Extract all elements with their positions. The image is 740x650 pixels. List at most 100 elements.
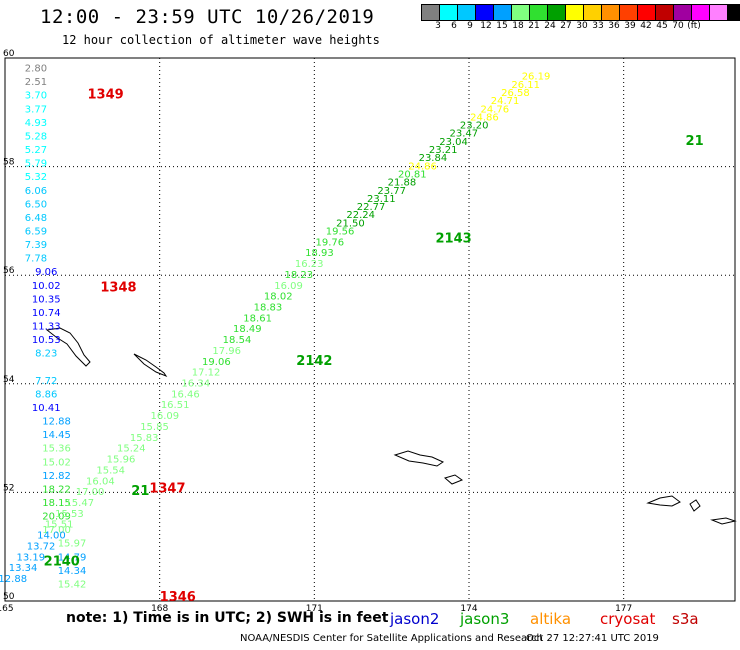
value-label: 5.28 [25, 131, 47, 142]
legend-jason3: jason3 [460, 610, 510, 628]
value-label: 18.15 [42, 498, 71, 509]
legend-label: 42 [640, 21, 652, 31]
value-label: 6.59 [25, 226, 47, 237]
coast-island-aleutian-a [393, 450, 445, 467]
legend-label: 6 [451, 21, 457, 31]
coast-island-small [133, 353, 168, 378]
value-label: 2.80 [25, 64, 47, 75]
legend-label: 9 [467, 21, 473, 31]
value-label: 6.06 [25, 186, 47, 197]
coastlines [45, 327, 737, 525]
value-label: 23.04 [439, 137, 468, 148]
value-label: 23.11 [367, 194, 396, 205]
value-label: 10.41 [32, 403, 61, 414]
wave-height-values: 2.80 2.51 3.70 3.77 4.93 5.28 5.27 5.79 5.32 6.06… [0, 64, 550, 591]
legend-label: 27 [560, 21, 572, 31]
legend-label: 3 [435, 21, 441, 31]
value-label: 13.34 [9, 563, 38, 574]
value-label: 2.51 [25, 77, 47, 88]
legend-swatch [727, 4, 740, 21]
value-label: 17.00 [42, 525, 71, 536]
value-label: 21.50 [336, 218, 365, 229]
coast-island-aleutian-e [710, 517, 737, 525]
coast-island-aleutian-d [689, 499, 701, 512]
value-label: 13.72 [27, 541, 56, 552]
chart-title: 12:00 - 23:59 UTC 10/26/2019 [40, 6, 375, 28]
legend-label: (ft) [687, 21, 701, 31]
value-label: 17.00 [76, 487, 105, 498]
value-label: 15.85 [140, 422, 169, 433]
credit-line: NOAA/NESDIS Center for Satellite Applica… [240, 633, 543, 644]
legend-cryosat: cryosat [600, 610, 656, 628]
value-label: 6.48 [25, 213, 47, 224]
value-label: 4.93 [25, 118, 47, 129]
value-label: 15.51 [45, 520, 74, 531]
tick-lon-177: 177 [615, 604, 632, 614]
legend-label: 15 [496, 21, 508, 31]
value-label: 6.50 [25, 199, 47, 210]
color-legend [421, 4, 740, 21]
value-label: 14.79 [58, 552, 87, 563]
value-label: 12.88 [42, 417, 71, 428]
value-label: 19.76 [315, 237, 344, 248]
value-label: 18.49 [233, 324, 262, 335]
legend-label: 45 [656, 21, 668, 31]
value-label: 15.97 [58, 539, 87, 550]
value-label: 16.34 [181, 379, 210, 390]
value-label: 18.93 [305, 248, 334, 259]
track-label: 1349 [87, 88, 123, 103]
track-label: 2142 [296, 354, 332, 369]
value-label: 14.34 [58, 566, 87, 577]
legend-label: 21 [528, 21, 540, 31]
value-label: 20.81 [398, 169, 427, 180]
value-label: 21.88 [388, 178, 417, 189]
value-label: 7.39 [25, 240, 47, 251]
value-label: 23.20 [460, 121, 489, 132]
value-label: 10.53 [32, 335, 61, 346]
value-label: 15.36 [42, 444, 71, 455]
value-label: 14.00 [37, 531, 66, 542]
tick-lon-165: 165 [0, 604, 14, 614]
value-label: 13.19 [16, 552, 45, 563]
value-label: 3.77 [25, 104, 47, 115]
value-label: 10.02 [32, 281, 61, 292]
coast-island-aleutian-c [646, 495, 681, 507]
value-label: 26.11 [511, 80, 540, 91]
value-label: 18.22 [42, 484, 71, 495]
value-label: 18.54 [223, 335, 252, 346]
value-label: 15.54 [96, 465, 125, 476]
value-label: 22.77 [357, 202, 386, 213]
tick-lon-168: 168 [151, 604, 168, 614]
track-label: 1348 [100, 280, 136, 295]
value-label: 15.47 [65, 498, 94, 509]
value-label: 16.04 [86, 476, 115, 487]
value-label: 15.96 [107, 455, 136, 466]
track-labels: 1349 1348 1347 1346 2143 2142 2140 21 21 [44, 88, 704, 605]
value-label: 19.06 [202, 357, 231, 368]
value-label: 15.02 [42, 457, 71, 468]
value-label: 15.83 [130, 433, 159, 444]
value-label: 26.58 [501, 88, 530, 99]
value-label: 3.70 [25, 91, 47, 102]
track-label: 21 [131, 484, 149, 499]
legend-label: 18 [512, 21, 524, 31]
tick-lat-56: 56 [3, 266, 15, 276]
tick-lat-50: 50 [3, 592, 15, 602]
value-label: 23.77 [377, 186, 406, 197]
legend-label: 39 [624, 21, 636, 31]
value-label: 23.47 [450, 129, 479, 140]
value-label: 10.35 [32, 294, 61, 305]
coast-island-kamchatka-tip [45, 327, 91, 367]
value-label: 7.72 [35, 376, 57, 387]
value-label: 18.61 [243, 313, 272, 324]
value-label: 10.74 [32, 308, 61, 319]
value-label: 24.86 [470, 112, 499, 123]
value-label: 17.12 [192, 368, 221, 379]
tick-lat-52: 52 [3, 483, 14, 493]
tick-lat-60: 60 [3, 49, 15, 59]
chart-subtitle: 12 hour collection of altimeter wave hei… [62, 33, 380, 47]
value-label: 15.53 [55, 509, 84, 520]
value-label: 16.51 [161, 400, 190, 411]
value-label: 23.21 [429, 145, 458, 156]
